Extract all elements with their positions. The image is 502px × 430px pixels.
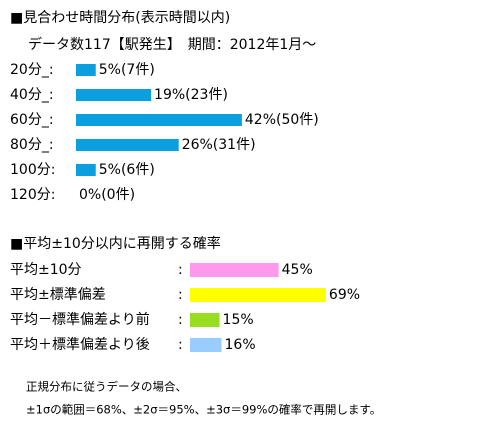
category-label: 平均＋標準偏差より後 [10, 337, 150, 353]
bar [76, 114, 242, 126]
chart-subtitle: データ数117【駅発生】 期間：2012年1月～ [28, 36, 316, 53]
category-label: 80分_: [10, 137, 54, 153]
chart-title: ■見合わせ時間分布(表示時間以内) [10, 10, 230, 26]
note: 正規分布に従うデータの場合、 [26, 380, 187, 394]
bar [76, 139, 179, 151]
value-label: 5%(7件) [99, 62, 155, 78]
category-label: 100分: [10, 162, 55, 178]
bar [190, 338, 222, 352]
value-label: 15% [223, 312, 254, 328]
bar [190, 313, 220, 327]
value-label: 42%(50件) [245, 112, 319, 128]
value-label: 16% [225, 337, 256, 353]
separator: : [178, 337, 183, 353]
value-label: 0%(0件) [79, 187, 135, 203]
value-label: 19%(23件) [154, 87, 228, 103]
value-label: 45% [282, 262, 313, 278]
bar [76, 89, 152, 101]
chart-title: ■平均±10分以内に再開する確率 [10, 235, 221, 252]
value-label: 69% [329, 287, 360, 303]
bar [190, 263, 279, 277]
category-label: 平均±標準偏差 [10, 287, 106, 303]
category-label: 平均±10分 [10, 262, 82, 278]
category-label: 20分_: [10, 62, 54, 78]
separator: : [178, 312, 183, 328]
bar [76, 164, 96, 176]
category-label: 60分_: [10, 112, 54, 128]
category-label: 平均－標準偏差より前 [10, 311, 150, 328]
value-label: 5%(6件) [99, 162, 155, 178]
bar [76, 64, 96, 76]
separator: : [178, 262, 183, 278]
value-label: 26%(31件) [182, 137, 256, 153]
category-label: 40分_: [10, 87, 54, 103]
bar [190, 288, 326, 302]
category-label: 120分: [10, 187, 55, 203]
separator: : [178, 287, 183, 303]
note: ±1σの範囲＝68%、±2σ＝95%、±3σ＝99%の確率で再開します。 [26, 403, 381, 417]
